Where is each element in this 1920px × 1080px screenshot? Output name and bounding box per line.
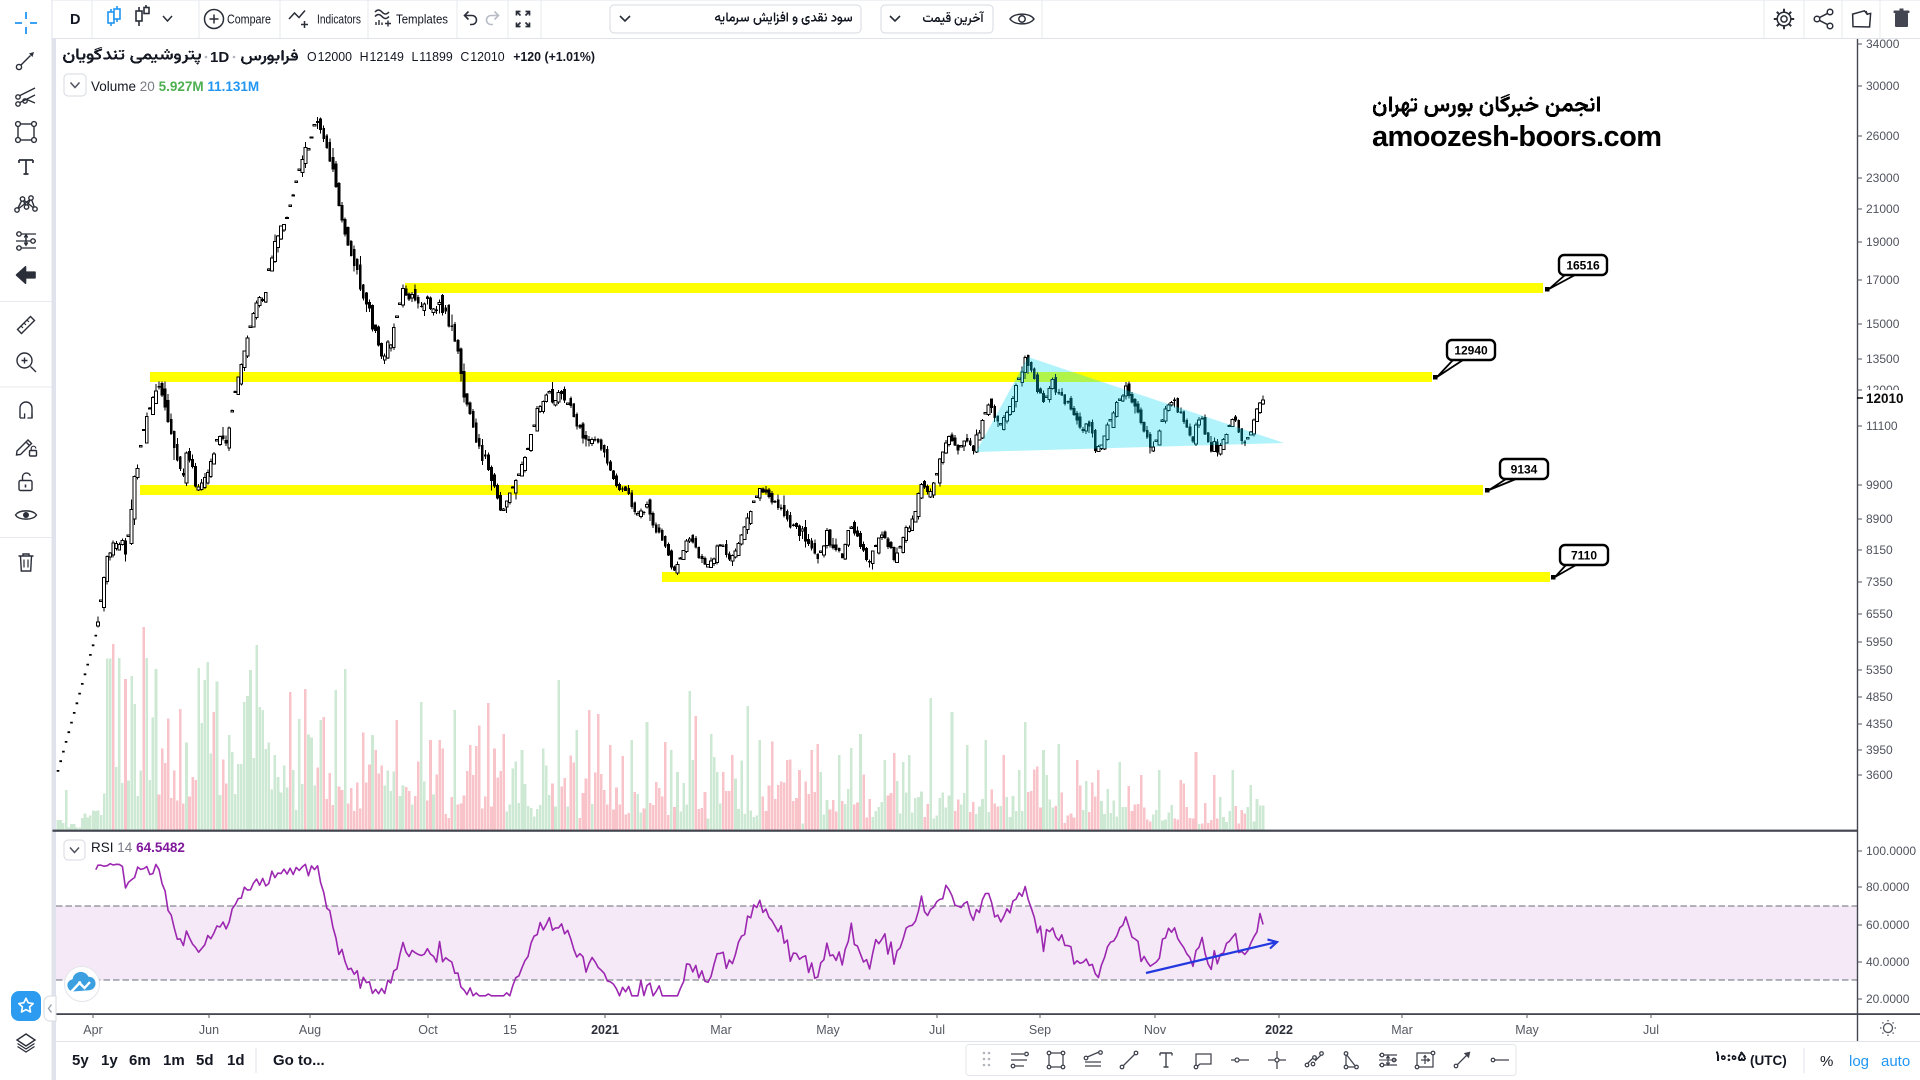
svg-text:34000: 34000 bbox=[1866, 37, 1900, 51]
svg-text:8900: 8900 bbox=[1866, 512, 1893, 526]
svg-text:Jul: Jul bbox=[1643, 1023, 1659, 1037]
svg-text:15: 15 bbox=[503, 1023, 517, 1037]
svg-text:Oct: Oct bbox=[418, 1023, 438, 1037]
svg-text:Indicators: Indicators bbox=[317, 12, 361, 27]
svg-text:80.0000: 80.0000 bbox=[1866, 880, 1910, 894]
svg-text:13500: 13500 bbox=[1866, 352, 1900, 366]
svg-text:12940: 12940 bbox=[1454, 344, 1488, 358]
svg-text:1y: 1y bbox=[101, 1052, 118, 1069]
svg-text:26000: 26000 bbox=[1866, 129, 1900, 143]
svg-text:6550: 6550 bbox=[1866, 607, 1893, 621]
svg-text:Aug: Aug bbox=[299, 1023, 321, 1037]
svg-text:Sep: Sep bbox=[1029, 1023, 1051, 1037]
svg-text:Nov: Nov bbox=[1144, 1023, 1167, 1037]
svg-text:4850: 4850 bbox=[1866, 690, 1893, 704]
svg-text:6m: 6m bbox=[129, 1052, 151, 1069]
svg-text:auto: auto bbox=[1881, 1053, 1910, 1070]
svg-text:3600: 3600 bbox=[1866, 768, 1893, 782]
svg-text:1d: 1d bbox=[227, 1052, 245, 1069]
svg-text:5950: 5950 bbox=[1866, 635, 1893, 649]
svg-text:30000: 30000 bbox=[1866, 79, 1900, 93]
svg-text:12010: 12010 bbox=[1866, 391, 1904, 406]
svg-text:Mar: Mar bbox=[1391, 1023, 1413, 1037]
svg-text:9900: 9900 bbox=[1866, 478, 1893, 492]
svg-text:Templates: Templates bbox=[396, 12, 448, 27]
svg-text:amoozesh-boors.com: amoozesh-boors.com bbox=[1372, 121, 1662, 153]
svg-text:%: % bbox=[1820, 1053, 1833, 1070]
svg-text:40.0000: 40.0000 bbox=[1866, 955, 1910, 969]
svg-text:15000: 15000 bbox=[1866, 317, 1900, 331]
svg-text:Compare: Compare bbox=[227, 12, 271, 27]
svg-text:May: May bbox=[1515, 1023, 1539, 1037]
svg-text:(UTC): (UTC) bbox=[1750, 1053, 1787, 1068]
svg-text:5y: 5y bbox=[72, 1052, 89, 1069]
svg-text:23000: 23000 bbox=[1866, 171, 1900, 185]
svg-text:log: log bbox=[1849, 1053, 1869, 1070]
svg-text:4350: 4350 bbox=[1866, 717, 1893, 731]
svg-text:60.0000: 60.0000 bbox=[1866, 918, 1910, 932]
svg-text:Mar: Mar bbox=[710, 1023, 732, 1037]
svg-text:21000: 21000 bbox=[1866, 202, 1900, 216]
svg-text:5d: 5d bbox=[196, 1052, 214, 1069]
svg-text:Volume 20 5.927M 11.131M: Volume 20 5.927M 11.131M bbox=[91, 79, 259, 94]
svg-text:D: D bbox=[70, 12, 80, 28]
svg-text:May: May bbox=[816, 1023, 840, 1037]
svg-text:Apr: Apr bbox=[83, 1023, 102, 1037]
svg-text:RSI 14 64.5482: RSI 14 64.5482 bbox=[91, 840, 185, 855]
svg-text:17000: 17000 bbox=[1866, 273, 1900, 287]
svg-text:20.0000: 20.0000 bbox=[1866, 992, 1910, 1006]
svg-text:9134: 9134 bbox=[1511, 463, 1538, 477]
svg-text:Jul: Jul bbox=[929, 1023, 945, 1037]
svg-text:11100: 11100 bbox=[1866, 419, 1898, 433]
svg-text:1m: 1m bbox=[163, 1052, 185, 1069]
svg-text:7110: 7110 bbox=[1571, 549, 1597, 563]
svg-text:Go to...: Go to... bbox=[273, 1052, 325, 1069]
svg-text:7350: 7350 bbox=[1866, 575, 1893, 589]
svg-text:8150: 8150 bbox=[1866, 543, 1893, 557]
svg-text:Jun: Jun bbox=[199, 1023, 219, 1037]
svg-text:19000: 19000 bbox=[1866, 235, 1900, 249]
svg-text:2021: 2021 bbox=[591, 1023, 619, 1037]
svg-text:16516: 16516 bbox=[1566, 259, 1600, 273]
svg-text:2022: 2022 bbox=[1265, 1023, 1293, 1037]
svg-text:3950: 3950 bbox=[1866, 743, 1893, 757]
svg-text:100.0000: 100.0000 bbox=[1866, 844, 1916, 858]
svg-text:1D: 1D bbox=[210, 49, 229, 66]
svg-text:5350: 5350 bbox=[1866, 663, 1893, 677]
